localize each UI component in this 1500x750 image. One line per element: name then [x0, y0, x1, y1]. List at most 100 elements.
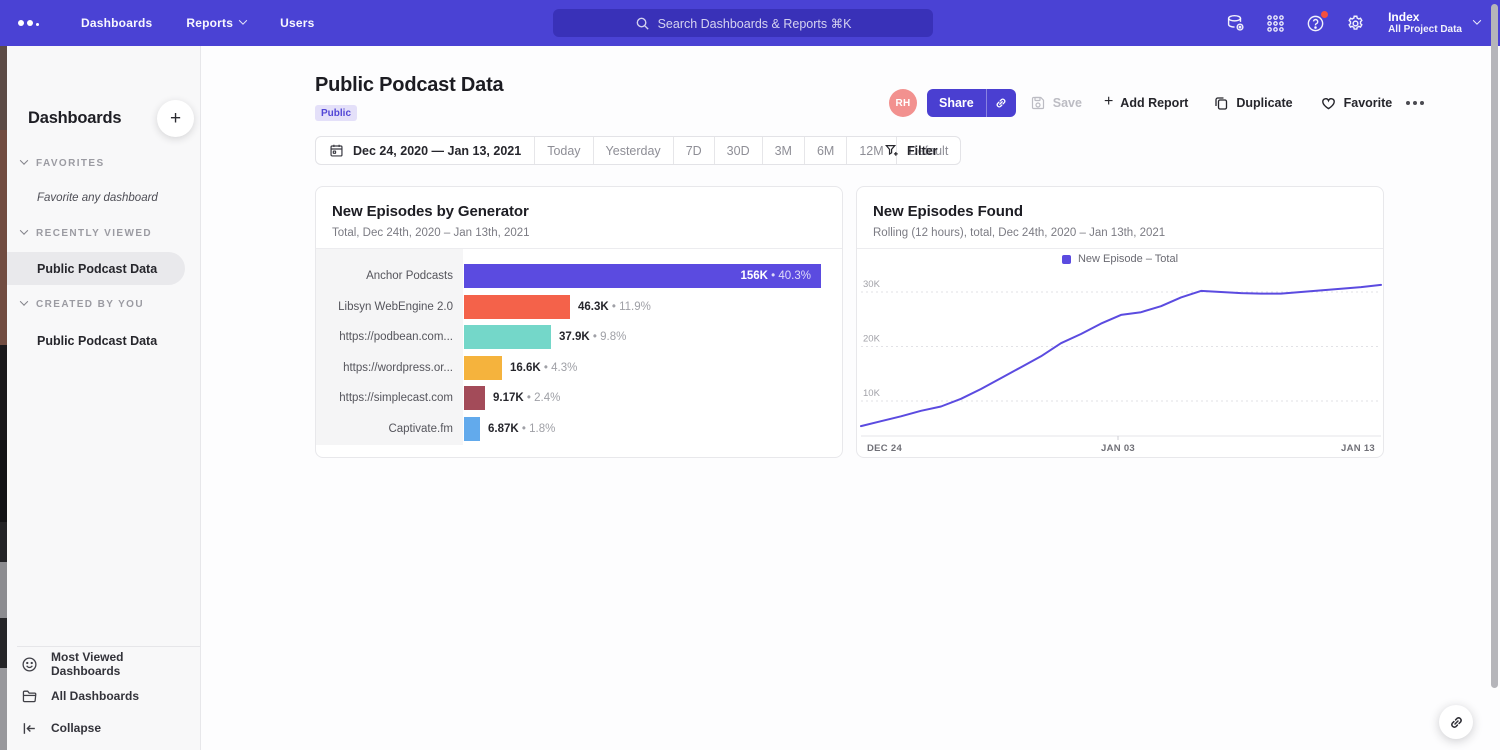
chevron-down-icon — [20, 297, 28, 305]
save-label: Save — [1053, 96, 1082, 110]
sidebar-item-label: Public Podcast Data — [37, 334, 157, 348]
sidebar: Dashboards + FAVORITES Favorite any dash… — [7, 46, 201, 750]
bar-value-label: 9.17K • 2.4% — [493, 392, 560, 404]
nav-label: Users — [280, 16, 314, 30]
section-label: CREATED BY YOU — [36, 299, 144, 310]
bar-value-label: 46.3K • 11.9% — [578, 301, 651, 313]
search-input[interactable]: Search Dashboards & Reports ⌘K — [553, 9, 933, 37]
date-preset-7d[interactable]: 7D — [673, 137, 714, 164]
page-title: Public Podcast Data — [315, 74, 503, 97]
collapse-icon — [21, 720, 38, 737]
sidebar-item-public-podcast-data[interactable]: Public Podcast Data — [7, 252, 185, 285]
nav-item-reports[interactable]: Reports — [169, 0, 263, 46]
more-options-button[interactable] — [1406, 101, 1424, 105]
share-label: Share — [939, 96, 974, 110]
nav-item-dashboards[interactable]: Dashboards — [64, 0, 169, 46]
line-chart-plot[interactable]: 10K20K30KDEC 24JAN 03JAN 13 — [857, 187, 1385, 459]
section-recently-viewed[interactable]: RECENTLY VIEWED — [21, 228, 152, 239]
search-placeholder: Search Dashboards & Reports ⌘K — [658, 16, 852, 31]
share-link-fab[interactable] — [1439, 705, 1473, 739]
filter-funnel-icon — [884, 143, 899, 158]
link-icon — [1448, 714, 1465, 731]
y-tick-label: 30K — [863, 279, 881, 290]
bar-5[interactable] — [464, 386, 485, 410]
settings-icon[interactable] — [1340, 8, 1370, 38]
filter-label: Filter — [907, 144, 938, 158]
nav-label: Reports — [186, 16, 233, 30]
chevron-down-icon — [20, 156, 28, 164]
bar-category-label: Libsyn WebEngine 2.0 — [316, 301, 453, 313]
nav-item-users[interactable]: Users — [263, 0, 331, 46]
y-tick-label: 10K — [863, 388, 881, 399]
bar-category-label: Captivate.fm — [316, 423, 453, 435]
x-tick-label: JAN 03 — [1101, 443, 1135, 454]
add-report-label: Add Report — [1120, 96, 1188, 110]
primary-nav: Dashboards Reports Users — [64, 0, 331, 46]
section-label: FAVORITES — [36, 158, 105, 169]
chevron-down-icon — [1473, 16, 1481, 24]
duplicate-icon — [1213, 95, 1229, 111]
bar-category-label: https://wordpress.or... — [316, 362, 453, 374]
bar-4[interactable] — [464, 356, 502, 380]
date-preset-3m[interactable]: 3M — [762, 137, 804, 164]
duplicate-button[interactable]: Duplicate — [1213, 95, 1292, 111]
bar-6[interactable] — [464, 417, 480, 441]
most-viewed-dashboards-button[interactable]: Most Viewed Dashboards — [21, 651, 196, 677]
calendar-icon — [329, 143, 344, 158]
section-label: RECENTLY VIEWED — [36, 228, 152, 239]
project-scope: All Project Data — [1388, 24, 1462, 36]
favorite-button[interactable]: Favorite — [1320, 95, 1393, 112]
bar-3[interactable] — [464, 325, 551, 349]
filter-button[interactable]: Filter — [884, 136, 938, 165]
line-series-new-episode-total[interactable] — [861, 285, 1381, 426]
card-new-episodes-by-generator: New Episodes by Generator Total, Dec 24t… — [315, 186, 843, 458]
save-button[interactable]: Save — [1030, 95, 1082, 111]
date-preset-yesterday[interactable]: Yesterday — [593, 137, 673, 164]
section-created-by-you[interactable]: CREATED BY YOU — [21, 299, 144, 310]
smiley-icon — [21, 656, 38, 673]
share-button-group: Share — [927, 89, 1016, 117]
apps-grid-icon[interactable] — [1260, 8, 1290, 38]
date-preset-6m[interactable]: 6M — [804, 137, 846, 164]
bar-category-label: https://podbean.com... — [316, 331, 453, 343]
footer-item-label: All Dashboards — [51, 689, 139, 703]
card-new-episodes-found: New Episodes Found Rolling (12 hours), t… — [856, 186, 1384, 458]
bar-value-label: 156K • 40.3% — [464, 270, 811, 282]
favorites-empty-text: Favorite any dashboard — [37, 192, 158, 204]
bar-value-label: 16.6K • 4.3% — [510, 362, 577, 374]
section-favorites[interactable]: FAVORITES — [21, 158, 105, 169]
bar-value-label: 37.9K • 9.8% — [559, 331, 626, 343]
nav-label: Dashboards — [81, 16, 152, 30]
date-preset-today[interactable]: Today — [534, 137, 592, 164]
avatar[interactable]: RH — [889, 89, 917, 117]
nav-right-cluster: Index All Project Data — [1220, 0, 1480, 46]
add-dashboard-button[interactable]: + — [157, 100, 194, 137]
vertical-scrollbar[interactable] — [1491, 4, 1498, 688]
sidebar-title: Dashboards — [28, 109, 121, 128]
all-dashboards-button[interactable]: All Dashboards — [21, 683, 196, 709]
date-preset-30d[interactable]: 30D — [714, 137, 762, 164]
share-link-button[interactable] — [986, 89, 1016, 117]
heart-icon — [1320, 95, 1337, 112]
link-icon — [994, 96, 1008, 110]
date-range-bar: Dec 24, 2020 — Jan 13, 2021 TodayYesterd… — [315, 136, 961, 165]
bar-category-label: https://simplecast.com — [316, 392, 453, 404]
share-button[interactable]: Share — [927, 89, 986, 117]
x-tick-label: DEC 24 — [867, 443, 902, 454]
sidebar-item-public-podcast-data-created[interactable]: Public Podcast Data — [7, 324, 185, 357]
data-sources-icon[interactable] — [1220, 8, 1250, 38]
collapse-sidebar-button[interactable]: Collapse — [21, 715, 196, 741]
add-report-button[interactable]: + Add Report — [1104, 95, 1188, 111]
chevron-down-icon — [239, 16, 247, 24]
bar-2[interactable] — [464, 295, 570, 319]
date-range-picker[interactable]: Dec 24, 2020 — Jan 13, 2021 — [316, 137, 534, 164]
favorite-label: Favorite — [1344, 96, 1393, 110]
divider — [17, 646, 200, 647]
duplicate-label: Duplicate — [1236, 96, 1292, 110]
visibility-badge: Public — [315, 105, 357, 121]
footer-item-label: Most Viewed Dashboards — [51, 650, 196, 678]
app-logo[interactable] — [18, 0, 39, 46]
project-switcher[interactable]: Index All Project Data — [1388, 10, 1480, 36]
plus-icon: + — [1104, 93, 1113, 111]
help-icon[interactable] — [1300, 8, 1330, 38]
